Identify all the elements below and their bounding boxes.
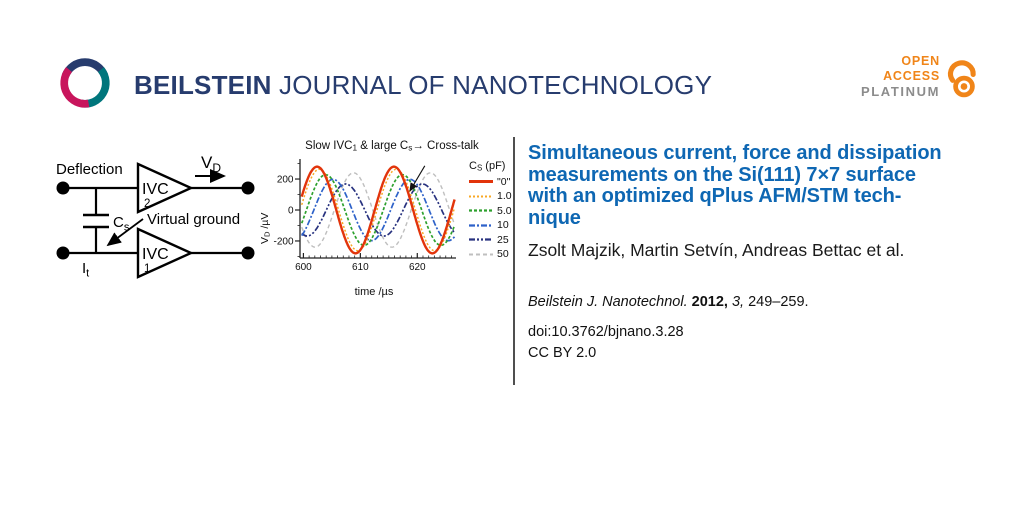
vertical-divider [513, 137, 515, 385]
label-ivc2: IVC [142, 181, 169, 198]
y-axis-label: VD /µV [259, 212, 272, 244]
legend-label: 10 [497, 219, 509, 232]
x-axis-label: time /µs [354, 286, 394, 298]
svg-text:610: 610 [352, 262, 369, 273]
label-ivc1-num: 1 [144, 263, 150, 275]
terminal-deflection [56, 181, 70, 195]
opamp-ivc2 [136, 162, 194, 214]
legend-item-50pF: 50 [469, 247, 512, 262]
journal-name-bold: BEILSTEIN [134, 70, 272, 100]
label-ivc1: IVC [142, 246, 169, 263]
terminal-ivc1-out [241, 246, 255, 260]
article-citation: Beilstein J. Nanotechnol. 2012, 3, 249–2… [528, 294, 980, 310]
label-it: It [82, 260, 89, 280]
label-cs: Cs [113, 214, 130, 234]
article-info: Simultaneous current, force and dissipat… [528, 142, 980, 361]
terminal-vd [241, 181, 255, 195]
legend-label: 50 [497, 248, 509, 261]
crosstalk-plot: Slow IVC1 & large Cs→ Cross-talk VD /µV … [259, 140, 512, 298]
chart-canvas: 600 610 620 -200 0 200 [273, 159, 456, 273]
legend-label: 5.0 [497, 204, 512, 217]
terminal-it [56, 246, 70, 260]
logo-arc-teal [80, 67, 110, 108]
svg-text:200: 200 [277, 175, 294, 186]
legend-item-1pF: 1.0 [469, 189, 512, 204]
svg-text:-200: -200 [273, 236, 293, 247]
legend-item-10pF: 10 [469, 218, 512, 233]
label-vd: VD [201, 153, 221, 175]
citation-year: 2012, [691, 294, 728, 310]
legend-item-5pF: 5.0 [469, 204, 512, 219]
svg-text:0: 0 [288, 206, 294, 217]
legend-label: "0" [497, 175, 511, 188]
open-access-line2: ACCESS [883, 69, 940, 83]
plot-title: Slow IVC1 & large Cs→ Cross-talk [305, 140, 479, 153]
open-access-text: OPEN ACCESS PLATINUM [858, 54, 940, 100]
journal-name-rest: JOURNAL OF NANOTECHNOLOGY [279, 70, 713, 100]
beilstein-logo [60, 58, 110, 108]
open-access-badge: OPEN ACCESS PLATINUM [858, 54, 983, 100]
legend-item-0pF: "0" [469, 175, 512, 190]
circuit-diagram: Deflection IVC 2 IVC 1 VD Cs It Virtual … [56, 153, 255, 280]
legend-item-25pF: 25 [469, 233, 512, 248]
label-deflection: Deflection [56, 161, 123, 178]
open-lock-icon [947, 60, 976, 98]
svg-text:600: 600 [295, 262, 312, 273]
citation-volume: 3, [731, 294, 745, 310]
open-access-line3: PLATINUM [861, 84, 940, 99]
citation-journal: Beilstein J. Nanotechnol. [528, 294, 688, 310]
logo-arc-navy [61, 58, 109, 78]
citation-pages: 249–259. [748, 294, 809, 310]
logo-arc-crimson [60, 67, 90, 108]
label-ivc2-num: 2 [144, 198, 150, 210]
chart-legend: CS (pF) "0" 1.0 5.0 10 25 50 [469, 156, 512, 262]
open-access-line1: OPEN [901, 54, 940, 68]
legend-label: 1.0 [497, 190, 512, 203]
legend-title: CS (pF) [469, 160, 506, 173]
article-license: CC BY 2.0 [528, 345, 597, 361]
legend-label: 25 [497, 233, 509, 246]
virtual-ground-arrow [106, 218, 144, 247]
journal-name: BEILSTEIN JOURNAL OF NANOTECHNOLOGY [134, 70, 712, 101]
opamp-ivc1 [136, 227, 194, 279]
label-virtual-ground: Virtual ground [147, 211, 240, 228]
article-authors: Zsolt Majzik, Martin Setvín, Andreas Bet… [528, 240, 905, 260]
article-doi: doi:10.3762/bjnano.3.28 [528, 324, 684, 340]
article-title: Simultaneous current, force and dissipat… [528, 142, 942, 229]
svg-text:620: 620 [409, 262, 426, 273]
